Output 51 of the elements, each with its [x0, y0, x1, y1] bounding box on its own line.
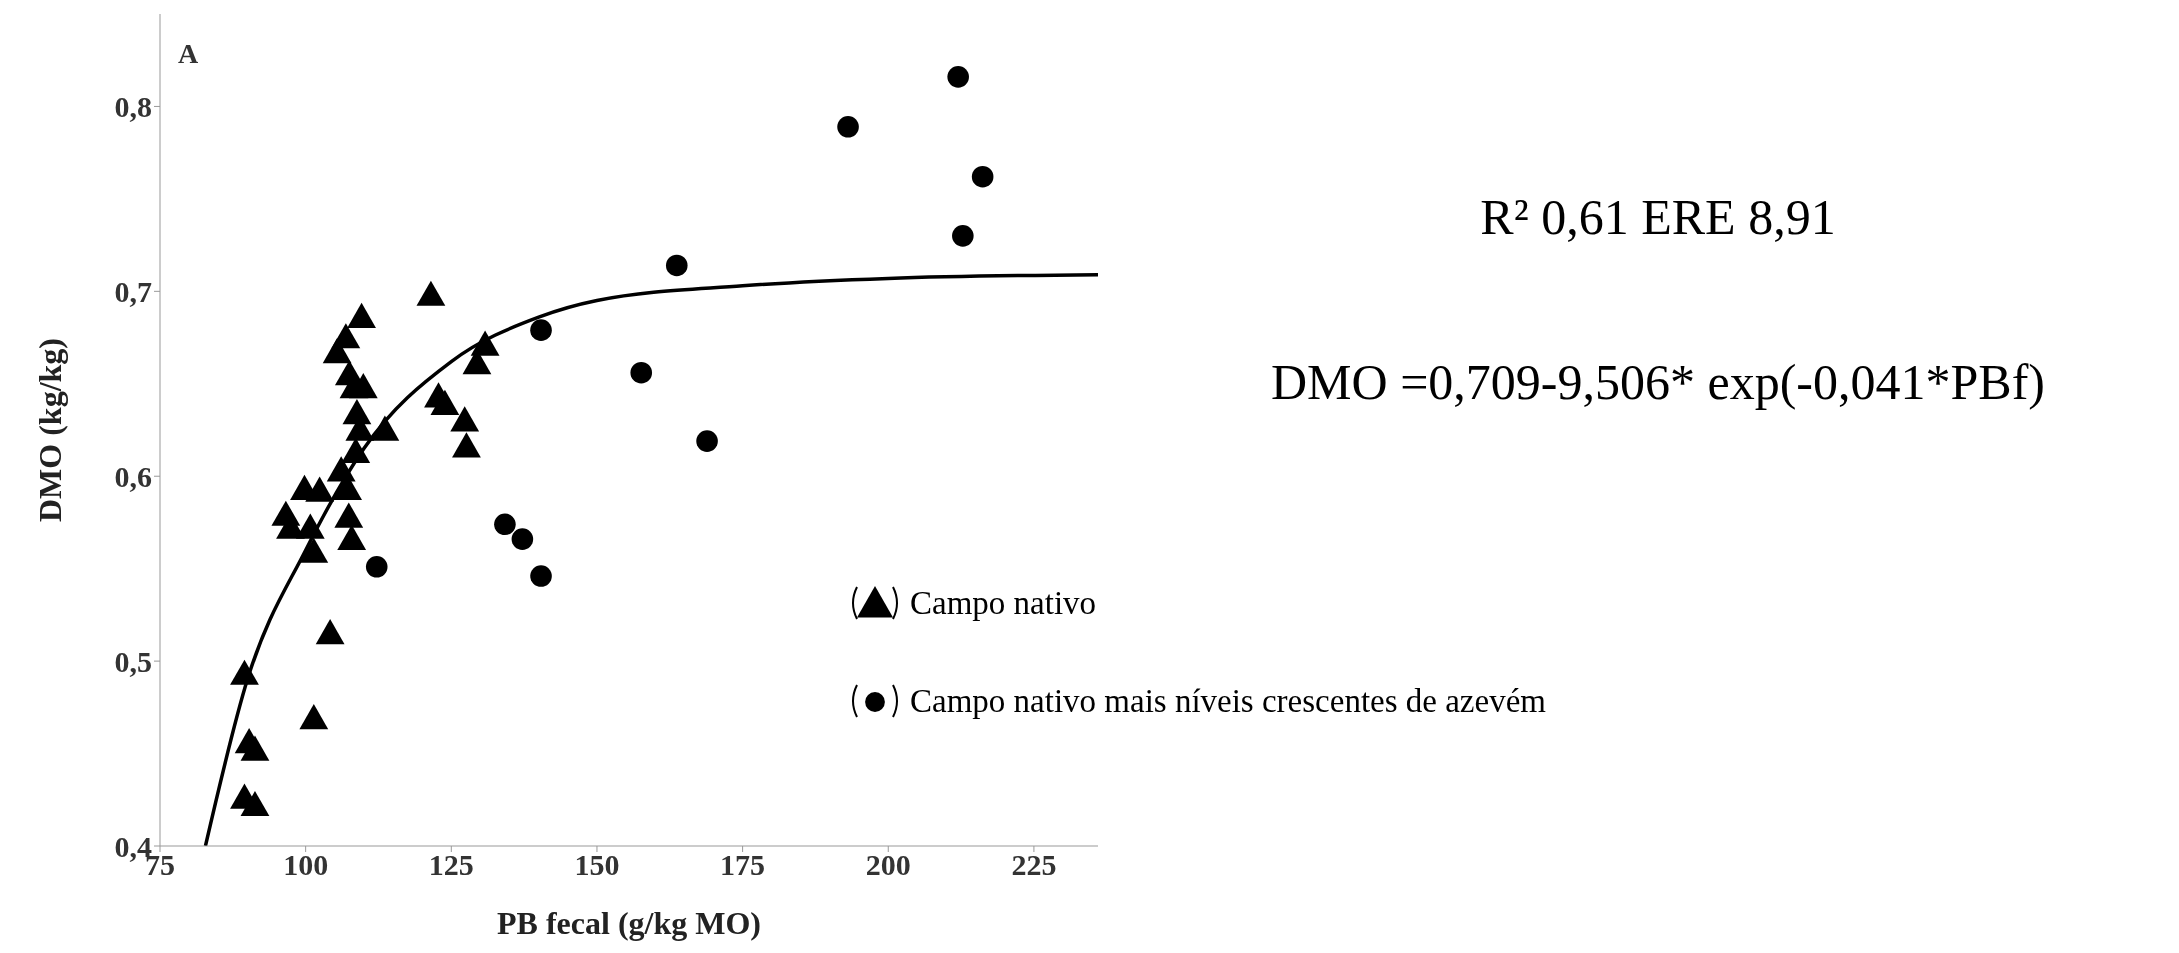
- point: [511, 528, 534, 550]
- x-tick-label: 125: [428, 848, 474, 882]
- legend-label: Campo nativo mais níveis crescentes de azevém: [910, 682, 1546, 720]
- x-tick-label: 200: [865, 848, 911, 882]
- point: [230, 659, 259, 685]
- point: [341, 437, 371, 463]
- point: [347, 302, 376, 329]
- point: [630, 361, 653, 384]
- line-series: [203, 272, 1098, 846]
- x-tick-label: 175: [720, 848, 766, 882]
- annotation: A: [178, 38, 199, 70]
- point: [299, 537, 329, 563]
- point: [530, 565, 552, 587]
- y-tick-label: 0,8: [114, 90, 152, 124]
- point: [971, 165, 994, 188]
- point: [331, 323, 361, 349]
- point: [452, 432, 481, 458]
- point: [430, 389, 460, 415]
- point: [530, 319, 552, 341]
- text: R² 0,61 ERE 8,91: [1479, 188, 1837, 246]
- point: [326, 456, 356, 482]
- point: [450, 406, 480, 432]
- y-tick-label: 0,7: [114, 274, 152, 308]
- x-axis-title: PB fecal (g/kg MO): [497, 905, 761, 941]
- point: [365, 556, 388, 578]
- point: [295, 513, 325, 539]
- point: [665, 254, 688, 277]
- point: [337, 524, 367, 550]
- point: [315, 618, 345, 645]
- y-tick-label: 0,5: [114, 644, 152, 678]
- point: [470, 330, 500, 356]
- text: DMO =0,709-9,506* exp(-0,041*PBf): [1270, 353, 2046, 411]
- y-tick-label: 0,6: [114, 459, 152, 493]
- point: [370, 415, 400, 441]
- point: [416, 280, 446, 306]
- x-tick-label: 225: [1011, 848, 1057, 882]
- legend-label: Campo nativo: [910, 584, 1097, 622]
- point: [240, 790, 270, 817]
- point: [494, 513, 516, 536]
- x-tick-label: 150: [574, 848, 620, 882]
- y-axis-title: DMO (kg/kg): [32, 338, 69, 522]
- point: [952, 225, 974, 247]
- point: [348, 373, 378, 399]
- point: [837, 115, 859, 138]
- x-tick-label: 100: [283, 848, 329, 882]
- point: [305, 476, 335, 502]
- point: [240, 735, 270, 761]
- point: [947, 66, 969, 88]
- point: [299, 704, 329, 730]
- point: [334, 502, 364, 528]
- point: [696, 430, 718, 452]
